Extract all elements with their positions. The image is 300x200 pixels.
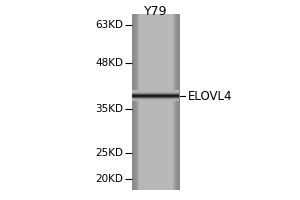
Bar [174, 14, 180, 190]
Bar [132, 14, 133, 190]
Text: ELOVL4: ELOVL4 [188, 90, 232, 102]
Bar [177, 14, 180, 190]
Bar [132, 14, 134, 190]
Bar [132, 14, 137, 190]
Bar [132, 14, 135, 190]
Text: 25KD: 25KD [95, 148, 123, 158]
Bar [175, 14, 180, 190]
Text: 63KD: 63KD [95, 20, 123, 30]
Bar [132, 14, 180, 190]
Bar [132, 14, 138, 190]
Text: 48KD: 48KD [95, 58, 123, 68]
Bar [178, 14, 180, 190]
Bar [176, 14, 180, 190]
Bar [132, 14, 136, 190]
Text: 20KD: 20KD [95, 174, 123, 184]
Bar [179, 14, 180, 190]
Text: Y79: Y79 [144, 5, 168, 18]
Bar [132, 14, 139, 190]
Bar [173, 14, 180, 190]
Text: 35KD: 35KD [95, 104, 123, 114]
Bar [176, 14, 180, 190]
Bar [132, 14, 136, 190]
